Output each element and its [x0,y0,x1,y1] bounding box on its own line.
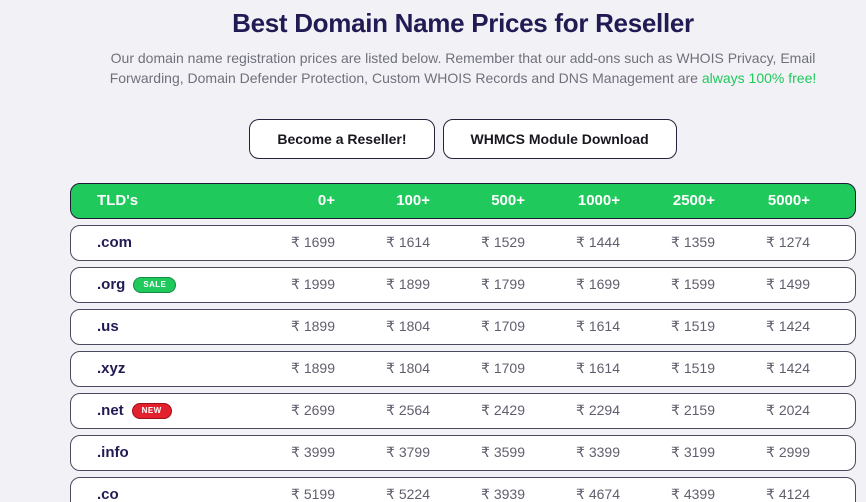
price-cell: ₹ 5224 [386,486,430,502]
tld-cell: .net NEW [97,402,240,419]
tld-label: .xyz [97,360,126,378]
pricing-table-header-row: TLD's 0+ 100+ 500+ 1000+ 2500+ 5000+ [70,182,856,219]
price-cell: ₹ 2429 [481,402,525,419]
price-cell: ₹ 2564 [386,402,430,419]
price-cell: ₹ 1424 [766,318,810,335]
price-cell: ₹ 1709 [481,318,525,335]
tld-cell: .xyz [97,360,240,377]
price-cell: ₹ 1614 [386,234,430,251]
header-cell-5000plus: 5000+ [767,192,810,210]
price-cell: ₹ 1709 [481,360,525,377]
new-badge: NEW [131,402,172,419]
tld-cell: .us [97,318,240,335]
price-cell: ₹ 4674 [576,486,620,502]
become-reseller-button[interactable]: Become a Reseller! [249,118,435,159]
price-cell: ₹ 1899 [291,318,335,335]
price-cell: ₹ 1519 [671,318,715,335]
price-cell: ₹ 3399 [576,444,620,461]
header-cell-100plus: 100+ [396,192,430,210]
price-cell: ₹ 1804 [386,360,430,377]
tld-cell: .com [97,234,240,251]
tld-label: .com [97,234,133,252]
tld-label: .net [97,402,124,420]
price-cell: ₹ 2024 [766,402,810,419]
price-cell: ₹ 3799 [386,444,430,461]
pricing-table: TLD's 0+ 100+ 500+ 1000+ 2500+ 5000+ .co… [70,182,856,502]
header-cell-1000plus: 1000+ [577,192,620,210]
price-cell: ₹ 2999 [766,444,810,461]
price-cell: ₹ 1899 [291,360,335,377]
price-cell: ₹ 1274 [766,234,810,251]
table-row-com: .com ₹ 1699 ₹ 1614 ₹ 1529 ₹ 1444 ₹ 1359 … [70,224,856,261]
price-cell: ₹ 2699 [291,402,335,419]
table-row-info: .info ₹ 3999 ₹ 3799 ₹ 3599 ₹ 3399 ₹ 3199… [70,434,856,471]
price-cell: ₹ 1519 [671,360,715,377]
price-cell: ₹ 1529 [481,234,525,251]
page-title: Best Domain Name Prices for Reseller [232,8,694,38]
tld-label: .us [97,318,119,336]
whmcs-module-download-button[interactable]: WHMCS Module Download [442,118,677,159]
price-cell: ₹ 1444 [576,234,620,251]
price-cell: ₹ 3939 [481,486,525,502]
tld-label: .co [97,486,119,502]
price-cell: ₹ 4124 [766,486,810,502]
table-row-co: .co ₹ 5199 ₹ 5224 ₹ 3939 ₹ 4674 ₹ 4399 ₹… [70,476,856,502]
price-cell: ₹ 1999 [291,276,335,293]
price-cell: ₹ 1614 [576,360,620,377]
header-cell-tlds: TLD's [97,192,139,210]
tld-cell: .info [97,444,240,461]
price-cell: ₹ 5199 [291,486,335,502]
header-cell-500plus: 500+ [491,192,525,210]
page-subtitle: Our domain name registration prices are … [85,49,841,89]
price-cell: ₹ 1424 [766,360,810,377]
price-cell: ₹ 3199 [671,444,715,461]
price-cell: ₹ 1899 [386,276,430,293]
table-row-xyz: .xyz ₹ 1899 ₹ 1804 ₹ 1709 ₹ 1614 ₹ 1519 … [70,350,856,387]
tld-label: .org [97,276,126,294]
price-cell: ₹ 1599 [671,276,715,293]
subtitle-text: Our domain name registration prices are … [109,50,816,86]
price-cell: ₹ 1799 [481,276,525,293]
header-cell-2500plus: 2500+ [672,192,715,210]
price-cell: ₹ 1359 [671,234,715,251]
price-cell: ₹ 1699 [576,276,620,293]
sale-badge: SALE [133,276,177,293]
subtitle-highlight: always 100% free! [701,69,817,86]
price-cell: ₹ 4399 [671,486,715,502]
price-cell: ₹ 1804 [386,318,430,335]
reseller-pricing-page: Best Domain Name Prices for Reseller Our… [70,8,856,502]
tld-cell: .org SALE [97,276,240,293]
price-cell: ₹ 1614 [576,318,620,335]
price-cell: ₹ 1699 [291,234,335,251]
tld-cell: .co [97,486,240,502]
tld-label: .info [97,444,129,462]
table-row-net: .net NEW ₹ 2699 ₹ 2564 ₹ 2429 ₹ 2294 ₹ 2… [70,392,856,429]
table-row-us: .us ₹ 1899 ₹ 1804 ₹ 1709 ₹ 1614 ₹ 1519 ₹… [70,308,856,345]
price-cell: ₹ 2159 [671,402,715,419]
table-row-org: .org SALE ₹ 1999 ₹ 1899 ₹ 1799 ₹ 1699 ₹ … [70,266,856,303]
price-cell: ₹ 1499 [766,276,810,293]
header-cell-0plus: 0+ [317,192,335,210]
price-cell: ₹ 3999 [291,444,335,461]
price-cell: ₹ 2294 [576,402,620,419]
price-cell: ₹ 3599 [481,444,525,461]
cta-button-row: Become a Reseller! WHMCS Module Download [70,118,856,159]
